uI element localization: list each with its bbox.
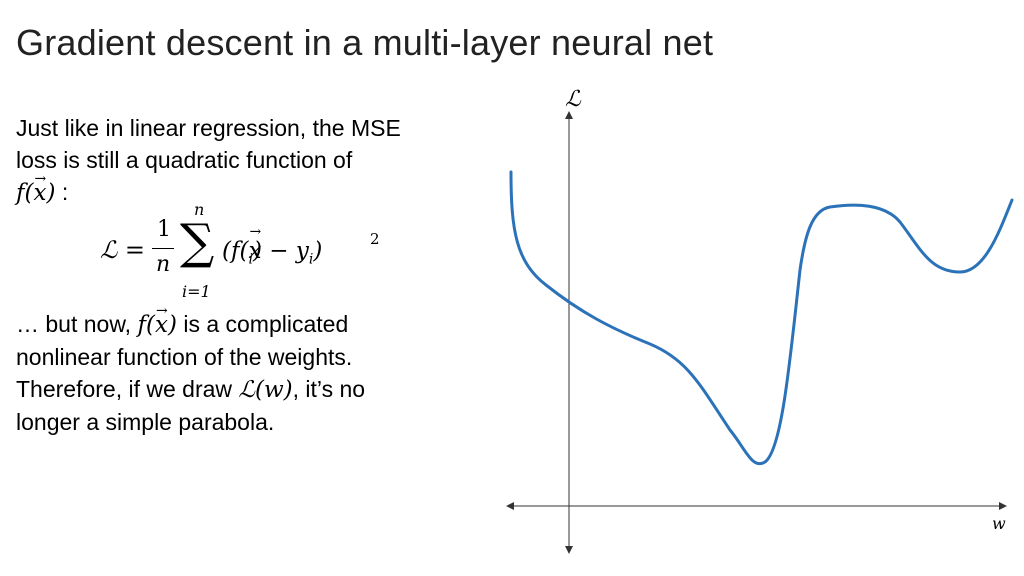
- y-axis-label: ℒ: [565, 87, 582, 112]
- para1-line1: Just like in linear regression, the MSE: [16, 115, 401, 141]
- sum-term: (f(xi) − yi): [222, 224, 322, 268]
- sum-sign: ∑: [180, 214, 215, 270]
- formula-lhs: ℒ =: [100, 236, 146, 264]
- fraction-denominator: n: [156, 252, 171, 277]
- para2-line1-post: is a complicated: [176, 311, 349, 337]
- mse-formula: ℒ = 1 n n ∑ i=1 (f(xi) − yi) 2: [100, 200, 420, 305]
- fraction-numerator: 1: [157, 217, 171, 242]
- L-of-w-expression: ℒ(w): [238, 377, 293, 403]
- fraction-bar: [152, 248, 174, 249]
- exponent: 2: [370, 230, 380, 248]
- slide-title: Gradient descent in a multi-layer neural…: [16, 22, 714, 63]
- para2-line4: longer a simple parabola.: [16, 409, 275, 435]
- sum-lower-limit: i=1: [182, 282, 211, 301]
- sum-upper-limit: n: [194, 200, 205, 219]
- para2-line3: Therefore, if we draw ℒ(w), it’s no: [16, 373, 486, 406]
- para1-line2: loss is still a quadratic function of: [16, 147, 353, 173]
- para2-line2: nonlinear function of the weights.: [16, 344, 353, 370]
- loss-curve: [509, 170, 1014, 466]
- para2-line1: … but now, f(x) is a complicated: [16, 295, 486, 341]
- f-of-x-expression-2: f(x): [137, 295, 176, 338]
- x-axis-label: w: [992, 514, 1006, 533]
- paragraph-2: … but now, f(x) is a complicated nonline…: [16, 295, 486, 438]
- para2-line3-post: , it’s no: [292, 376, 366, 402]
- para1-line3: f(x) :: [16, 163, 486, 209]
- para2-line3-pre: Therefore, if we draw: [16, 376, 239, 402]
- f-of-x-expression: f(x): [16, 163, 55, 206]
- colon: :: [55, 179, 69, 205]
- para2-line1-pre: … but now,: [16, 311, 138, 337]
- paragraph-1: Just like in linear regression, the MSE …: [16, 112, 486, 209]
